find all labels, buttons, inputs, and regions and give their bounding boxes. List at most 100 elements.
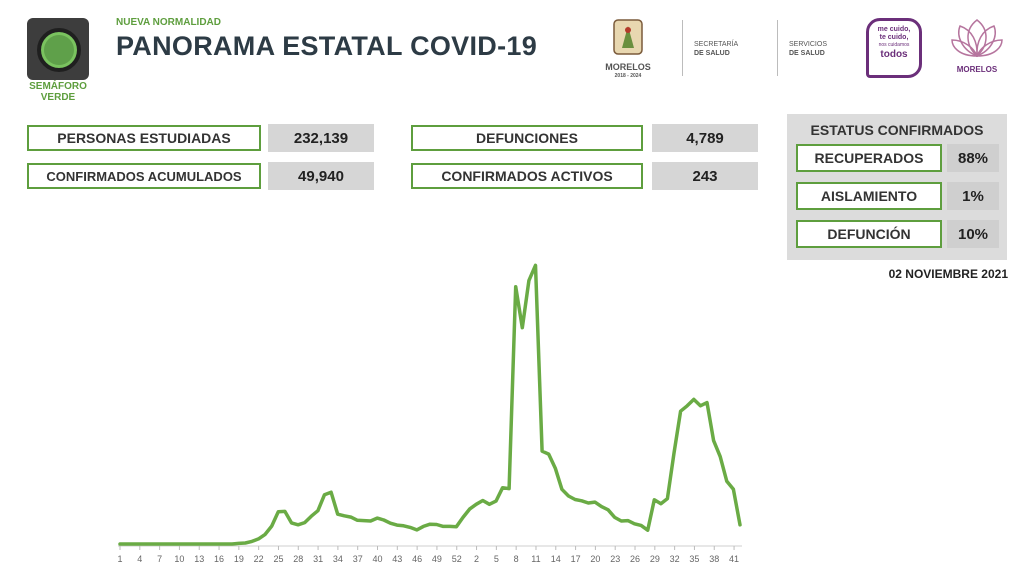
logo-morelos-text: MORELOS: [605, 62, 651, 72]
logo-morelos-years: 2018 - 2024: [614, 73, 642, 79]
data-point: [356, 519, 359, 522]
data-point: [633, 523, 636, 525]
data-point: [521, 326, 524, 329]
data-point: [673, 452, 675, 454]
data-point: [679, 410, 682, 412]
data-point: [660, 502, 662, 505]
data-point: [310, 515, 313, 517]
data-point: [231, 543, 233, 545]
x-tick-label: 13: [194, 554, 204, 564]
semaforo-light-icon: [37, 28, 81, 72]
morelos-shield-icon: [613, 19, 643, 55]
data-point: [435, 523, 438, 526]
x-tick-label: 28: [293, 554, 303, 564]
data-point: [251, 540, 253, 543]
data-point: [350, 516, 352, 518]
servicios-logo: SERVICIOS DE SALUD: [789, 40, 827, 58]
data-point: [409, 526, 412, 529]
data-point: [422, 525, 425, 528]
data-point: [198, 543, 200, 545]
me-cuido-line1: me cuido,: [877, 26, 911, 33]
data-point: [343, 515, 346, 517]
x-tick-label: 7: [157, 554, 162, 564]
data-point: [600, 505, 603, 508]
data-point: [290, 522, 293, 524]
data-point: [284, 510, 286, 513]
data-point: [297, 524, 299, 526]
x-tick-label: 38: [709, 554, 719, 564]
data-point: [448, 525, 451, 528]
data-point: [211, 543, 214, 545]
data-point: [712, 439, 715, 442]
defunciones-label: DEFUNCIONES: [411, 125, 643, 151]
confirmados-acumulados-label: CONFIRMADOS ACUMULADOS: [27, 163, 261, 189]
data-point: [264, 533, 266, 536]
x-tick-label: 22: [254, 554, 264, 564]
data-point: [508, 487, 510, 490]
me-cuido-line3: nos cuidamos: [878, 42, 910, 48]
x-tick-label: 29: [650, 554, 660, 564]
data-point: [528, 279, 530, 282]
personas-estudiadas-value: 232,139: [268, 124, 374, 152]
x-tick-label: 35: [689, 554, 699, 564]
data-point: [693, 398, 695, 401]
x-tick-label: 2: [474, 554, 479, 564]
data-point: [574, 498, 576, 501]
x-tick-label: 37: [353, 554, 363, 564]
x-tick-label: 34: [333, 554, 343, 564]
data-point: [185, 543, 187, 545]
confirmados-activos-label: CONFIRMADOS ACTIVOS: [411, 163, 643, 189]
data-point: [462, 516, 464, 519]
data-point: [495, 500, 497, 502]
x-axis-tick-labels: 1 4 7 10 13 16 19 22 25 28 31 34 37 40 43 46 49 52 2 5 8 11 14…: [117, 554, 739, 564]
x-tick-label: 14: [551, 554, 561, 564]
data-point: [541, 450, 543, 452]
status-panel: ESTATUS CONFIRMADOS RECUPERADOS 88% AISL…: [787, 114, 1007, 260]
x-tick-label: 32: [670, 554, 680, 564]
x-tick-label: 46: [412, 554, 422, 564]
data-point: [237, 542, 240, 545]
secretaria-line1: SECRETARÍA: [694, 41, 739, 48]
data-point: [514, 285, 517, 288]
data-point: [191, 543, 194, 545]
data-point: [402, 524, 405, 527]
data-point: [171, 543, 174, 545]
data-point: [607, 508, 609, 511]
data-point: [594, 501, 596, 503]
data-point: [739, 524, 741, 526]
data-point: [732, 488, 735, 491]
secretaria-line2: DE SALUD: [694, 50, 730, 57]
logo-divider: [777, 20, 778, 76]
data-point: [719, 455, 722, 458]
data-point: [455, 525, 458, 528]
data-point: [726, 480, 728, 483]
data-point: [613, 516, 616, 519]
flower-icon: [951, 19, 1003, 58]
data-point: [257, 538, 260, 540]
data-point: [587, 502, 590, 504]
data-point: [125, 543, 128, 545]
me-cuido-line4: todos: [880, 49, 908, 60]
data-point: [145, 543, 148, 545]
data-point: [627, 519, 629, 522]
data-point: [277, 510, 280, 513]
x-tick-label: 49: [432, 554, 442, 564]
status-title: ESTATUS CONFIRMADOS: [810, 122, 984, 138]
data-point: [501, 486, 504, 489]
recuperados-label: RECUPERADOS: [796, 144, 942, 172]
defunciones-value: 4,789: [652, 124, 758, 152]
aislamiento-value: 1%: [947, 182, 999, 210]
series-line: [118, 263, 742, 546]
logo-divider: [682, 20, 683, 76]
data-point: [178, 543, 181, 545]
x-tick-label: 40: [373, 554, 383, 564]
x-tick-label: 26: [630, 554, 640, 564]
data-point: [534, 264, 537, 267]
morelos-logo: MORELOS 2018 - 2024: [600, 18, 656, 82]
data-point: [138, 543, 141, 545]
data-point: [561, 488, 563, 491]
page-title: PANORAMA ESTATAL COVID-19: [116, 31, 538, 61]
aislamiento-label: AISLAMIENTO: [796, 182, 942, 210]
x-tick-label: 19: [234, 554, 244, 564]
data-point: [165, 543, 167, 545]
